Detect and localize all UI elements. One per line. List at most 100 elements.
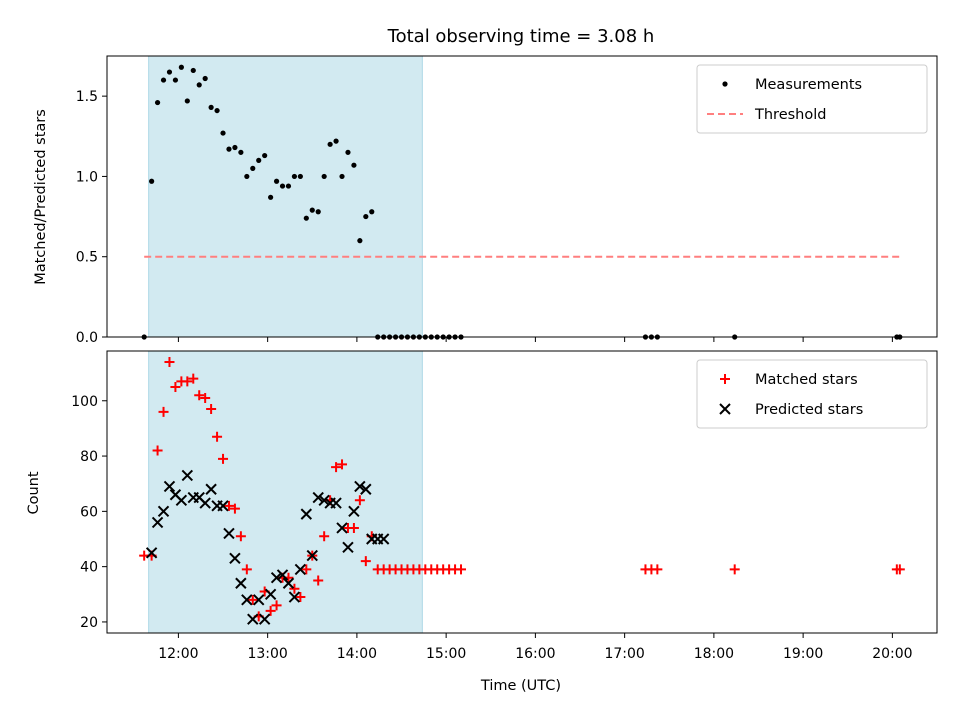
predicted-stars-point bbox=[282, 577, 295, 589]
predicted-stars-point bbox=[258, 613, 271, 625]
measurements-point bbox=[220, 130, 226, 136]
bottom-y-tick-label: 100 bbox=[71, 394, 98, 410]
matched-stars-point bbox=[456, 564, 467, 575]
top-y-tick-label: 0.0 bbox=[76, 330, 98, 346]
matched-stars-point bbox=[182, 376, 193, 387]
matched-stars-legend-label: Matched stars bbox=[755, 372, 858, 388]
matched-stars-point bbox=[212, 431, 223, 442]
predicted-stars-legend-symbol bbox=[719, 403, 731, 415]
predicted-stars-legend-label: Predicted stars bbox=[755, 402, 863, 418]
predicted-stars-point bbox=[151, 516, 164, 529]
matched-stars-point bbox=[170, 381, 181, 392]
measurements-point bbox=[202, 75, 208, 82]
predicted-stars-point bbox=[157, 505, 170, 518]
measurements-point bbox=[232, 144, 238, 151]
matched-stars-point bbox=[223, 500, 234, 511]
matched-stars-point bbox=[313, 575, 324, 586]
predicted-stars-point bbox=[163, 480, 176, 493]
measurements-point bbox=[268, 194, 274, 200]
x-axis-label: Time (UTC) bbox=[480, 678, 561, 694]
predicted-stars-point bbox=[288, 591, 301, 603]
matched-stars-point bbox=[289, 583, 300, 594]
matched-stars-point bbox=[206, 404, 217, 415]
predicted-stars-point bbox=[145, 547, 158, 559]
measurements-legend-label: Measurements bbox=[755, 77, 862, 93]
matched-stars-point bbox=[894, 564, 905, 575]
measurements-point bbox=[363, 213, 369, 220]
matched-stars-legend-symbol bbox=[720, 374, 730, 384]
predicted-stars-point bbox=[229, 552, 241, 565]
matched-stars-point bbox=[152, 445, 163, 456]
measurements-point bbox=[345, 149, 351, 155]
measurements-point bbox=[315, 209, 321, 215]
measurements-point bbox=[184, 98, 190, 104]
matched-stars-point bbox=[247, 594, 258, 605]
predicted-stars-point bbox=[264, 588, 277, 601]
measurements-point bbox=[190, 67, 196, 74]
predicted-stars-point bbox=[235, 577, 247, 589]
predicted-stars-point bbox=[377, 533, 390, 545]
matched-stars-point bbox=[218, 453, 229, 464]
x-tick-label: 18:00 bbox=[694, 646, 734, 662]
measurements-point bbox=[166, 69, 173, 75]
predicted-stars-point bbox=[342, 541, 354, 554]
bottom-y-axis-label: Count bbox=[26, 471, 42, 514]
matched-stars-point bbox=[729, 564, 740, 575]
matched-stars-point bbox=[301, 564, 312, 575]
measurements-point bbox=[214, 107, 220, 114]
measurements-point bbox=[279, 183, 286, 189]
predicted-stars-point bbox=[312, 491, 324, 504]
predicted-stars-point bbox=[223, 527, 235, 540]
matched-stars-point bbox=[360, 556, 371, 567]
predicted-stars-point bbox=[253, 594, 265, 606]
x-tick-label: 14:00 bbox=[337, 646, 377, 662]
x-tick-label: 17:00 bbox=[604, 646, 644, 662]
predicted-stars-point bbox=[348, 505, 360, 518]
bottom-panel: 20 40 60 80 100 12:00 13:00 14:00 15:00 16:00 17:0… bbox=[71, 350, 938, 662]
measurements-point bbox=[160, 77, 167, 83]
bottom-shaded-interval bbox=[148, 350, 423, 634]
chart-title: Total observing time = 3.08 h bbox=[387, 26, 655, 47]
measurements-point bbox=[321, 173, 327, 180]
measurements-point bbox=[262, 152, 268, 159]
measurements-point bbox=[333, 138, 339, 144]
matched-stars-point bbox=[295, 592, 306, 603]
matched-stars-point bbox=[271, 600, 282, 611]
x-tick-label: 20:00 bbox=[872, 646, 912, 662]
matched-stars-point bbox=[158, 406, 169, 417]
top-shaded-interval bbox=[148, 55, 423, 338]
matched-stars-point bbox=[194, 390, 205, 401]
top-y-tick-label: 0.5 bbox=[76, 250, 98, 266]
measurements-point bbox=[226, 146, 232, 152]
matched-stars-point bbox=[229, 503, 240, 514]
measurements-point bbox=[172, 77, 179, 83]
matched-stars-point bbox=[265, 605, 276, 616]
measurements-point bbox=[351, 162, 357, 168]
measurements-point bbox=[154, 99, 161, 106]
predicted-stars-point bbox=[270, 571, 283, 584]
measurements-point bbox=[256, 157, 262, 163]
predicted-stars-point bbox=[205, 483, 217, 495]
measurements-point bbox=[327, 141, 333, 147]
predicted-stars-point bbox=[354, 480, 366, 493]
measurements-point bbox=[178, 64, 184, 70]
matched-stars-point bbox=[348, 522, 359, 533]
bottom-legend bbox=[696, 359, 928, 429]
measurements-point bbox=[297, 173, 303, 180]
matched-stars-point bbox=[241, 564, 252, 575]
top-axes-frame bbox=[106, 55, 938, 338]
matched-stars-point bbox=[354, 495, 365, 506]
matched-stars-point bbox=[164, 357, 175, 368]
measurements-point bbox=[208, 104, 214, 110]
measurements-point bbox=[357, 238, 363, 244]
top-y-tick-label: 1.0 bbox=[76, 169, 98, 185]
measurements-point bbox=[250, 165, 256, 171]
predicted-stars-point bbox=[294, 563, 307, 576]
predicted-stars-point bbox=[199, 497, 211, 509]
bottom-y-tick-label: 80 bbox=[80, 449, 98, 465]
threshold-legend-label: Threshold bbox=[754, 107, 826, 123]
bottom-y-tick-label: 20 bbox=[80, 615, 98, 631]
matched-stars-point bbox=[337, 459, 348, 470]
measurements-point bbox=[196, 82, 202, 88]
predicted-stars-point bbox=[241, 594, 253, 606]
